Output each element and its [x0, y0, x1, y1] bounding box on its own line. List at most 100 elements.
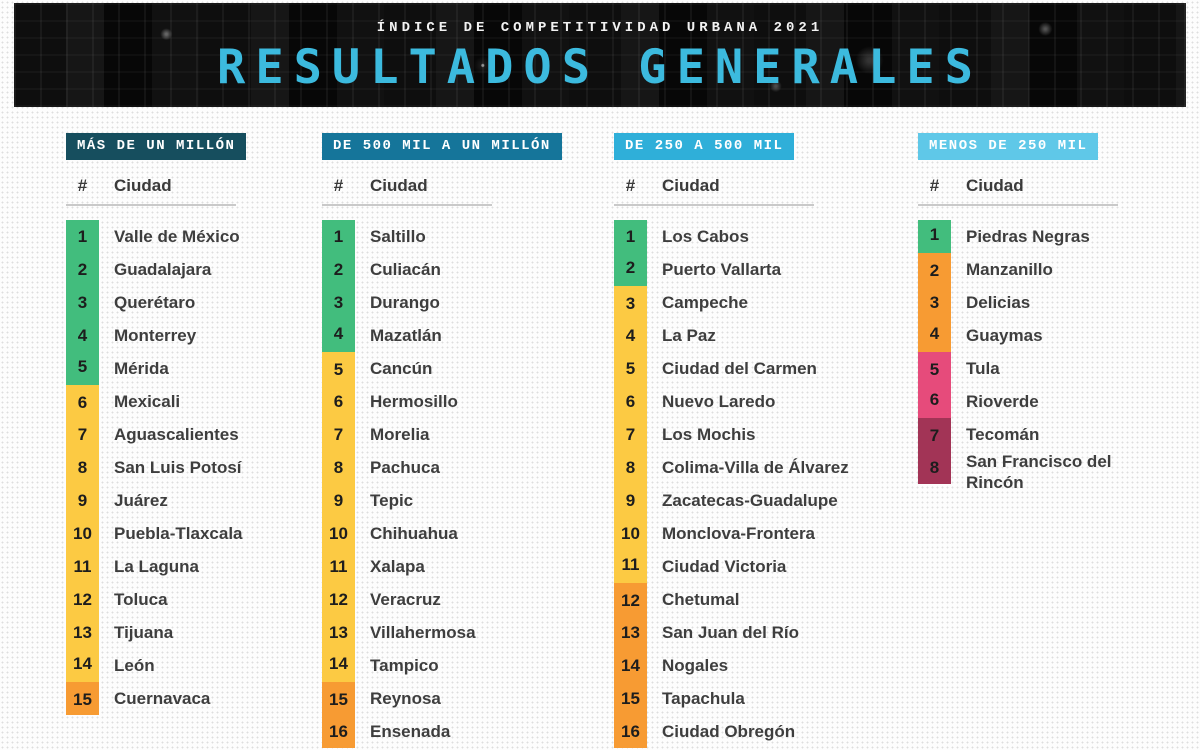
city-name: Cuernavaca	[114, 688, 211, 708]
city-name: Durango	[370, 292, 440, 312]
rank-row: 13 Villahermosa	[322, 616, 604, 649]
city-name: Nuevo Laredo	[662, 391, 776, 411]
rank-row: 6 Nuevo Laredo	[614, 385, 912, 418]
header-divider	[66, 204, 236, 206]
city-name: Querétaro	[114, 292, 196, 312]
table-header: # Ciudad	[918, 175, 1128, 197]
rank-row: 7 Tecomán	[918, 418, 1128, 451]
city-name: Mazatlán	[370, 325, 442, 345]
rank-row: 7 Los Mochis	[614, 418, 912, 451]
rank-badge: 14	[614, 649, 647, 682]
city-name: Monclova-Frontera	[662, 523, 816, 543]
table-header: # Ciudad	[614, 175, 912, 197]
rank-list: 1 Los Cabos 2 Puerto Vallarta 3 Campeche…	[614, 220, 912, 748]
rank-badge: 12	[322, 583, 355, 616]
rank-row: 4 Monterrey	[66, 319, 318, 352]
city-name: Colima-Villa de Álvarez	[662, 457, 849, 477]
rank-row: 3 Campeche	[614, 286, 912, 319]
city-name: Piedras Negras	[966, 226, 1090, 246]
city-name: Puerto Vallarta	[662, 259, 782, 279]
category-chip: DE 500 MIL A UN MILLÓN	[322, 133, 562, 160]
city-name: Zacatecas-Guadalupe	[662, 490, 838, 510]
rank-badge: 4	[614, 319, 647, 352]
rank-badge: 5	[614, 352, 647, 385]
city-name: Los Mochis	[662, 424, 756, 444]
rank-row: 1 Piedras Negras	[918, 220, 1128, 253]
rank-badge: 8	[66, 451, 99, 484]
rank-row: 16 Ciudad Obregón	[614, 715, 912, 748]
rank-badge: 13	[66, 616, 99, 649]
city-name: Monterrey	[114, 325, 197, 345]
rank-badge: 5	[66, 352, 99, 385]
rank-column-header: #	[625, 176, 636, 195]
rank-column-header: #	[77, 176, 88, 195]
rank-badge: 7	[66, 418, 99, 451]
city-name: Ensenada	[370, 721, 451, 741]
city-name: Chihuahua	[370, 523, 458, 543]
city-name: La Paz	[662, 325, 716, 345]
city-name: León	[114, 655, 155, 675]
rank-badge: 6	[66, 385, 99, 418]
rank-badge: 8	[614, 451, 647, 484]
rank-row: 4 La Paz	[614, 319, 912, 352]
rank-row: 9 Juárez	[66, 484, 318, 517]
page-title: RESULTADOS GENERALES	[217, 39, 983, 95]
rank-row: 13 San Juan del Río	[614, 616, 912, 649]
category-chip: DE 250 A 500 MIL	[614, 133, 795, 160]
rank-badge: 14	[66, 649, 99, 682]
city-name: Reynosa	[370, 688, 441, 708]
rank-badge: 2	[614, 253, 647, 286]
category-chip: MENOS DE 250 MIL	[918, 133, 1099, 160]
rank-row: 1 Valle de México	[66, 220, 318, 253]
rank-row: 5 Tula	[918, 352, 1128, 385]
banner: ÍNDICE DE COMPETITIVIDAD URBANA 2021 RES…	[14, 3, 1186, 107]
category-chip: MÁS DE UN MILLÓN	[66, 133, 247, 160]
city-name: Ciudad del Carmen	[662, 358, 817, 378]
rank-badge: 8	[918, 451, 951, 484]
category-column-4: MENOS DE 250 MIL # Ciudad 1 Piedras Negr…	[918, 133, 1128, 494]
rank-badge: 10	[322, 517, 355, 550]
rank-badge: 15	[614, 682, 647, 715]
rank-badge: 1	[614, 220, 647, 253]
rank-badge: 6	[614, 385, 647, 418]
rank-row: 16 Ensenada	[322, 715, 604, 748]
rank-badge: 3	[66, 286, 99, 319]
city-column-header: Ciudad	[114, 176, 172, 195]
city-name: Xalapa	[370, 556, 425, 576]
rank-row: 13 Tijuana	[66, 616, 318, 649]
city-name: Guadalajara	[114, 259, 212, 279]
rank-badge: 7	[918, 418, 951, 451]
city-name: Toluca	[114, 589, 168, 609]
rank-badge: 5	[322, 352, 355, 385]
rank-row: 10 Monclova-Frontera	[614, 517, 912, 550]
rank-badge: 3	[918, 286, 951, 319]
rank-badge: 7	[322, 418, 355, 451]
rank-row: 2 Culiacán	[322, 253, 604, 286]
rank-row: 5 Ciudad del Carmen	[614, 352, 912, 385]
rank-badge: 12	[614, 583, 647, 616]
rank-row: 6 Mexicali	[66, 385, 318, 418]
rank-row: 11 Xalapa	[322, 550, 604, 583]
city-name: Manzanillo	[966, 259, 1053, 279]
rank-badge: 1	[322, 220, 355, 253]
city-name: Culiacán	[370, 259, 441, 279]
rank-badge: 2	[322, 253, 355, 286]
rank-badge: 14	[322, 649, 355, 682]
category-column-2: DE 500 MIL A UN MILLÓN # Ciudad 1 Saltil…	[322, 133, 604, 748]
category-column-1: MÁS DE UN MILLÓN # Ciudad 1 Valle de Méx…	[66, 133, 318, 715]
rank-row: 11 La Laguna	[66, 550, 318, 583]
rank-row: 8 Pachuca	[322, 451, 604, 484]
rank-row: 11 Ciudad Victoria	[614, 550, 912, 583]
rank-badge: 5	[918, 352, 951, 385]
rank-badge: 16	[322, 715, 355, 748]
rank-badge: 13	[322, 616, 355, 649]
rank-badge: 11	[66, 550, 99, 583]
rank-badge: 4	[918, 319, 951, 352]
city-name: Mérida	[114, 358, 169, 378]
rank-list: 1 Saltillo 2 Culiacán 3 Durango 4 Mazatl…	[322, 220, 604, 748]
rank-row: 12 Veracruz	[322, 583, 604, 616]
rank-badge: 10	[66, 517, 99, 550]
rank-badge: 1	[66, 220, 99, 253]
rank-row: 2 Manzanillo	[918, 253, 1128, 286]
rank-row: 7 Aguascalientes	[66, 418, 318, 451]
